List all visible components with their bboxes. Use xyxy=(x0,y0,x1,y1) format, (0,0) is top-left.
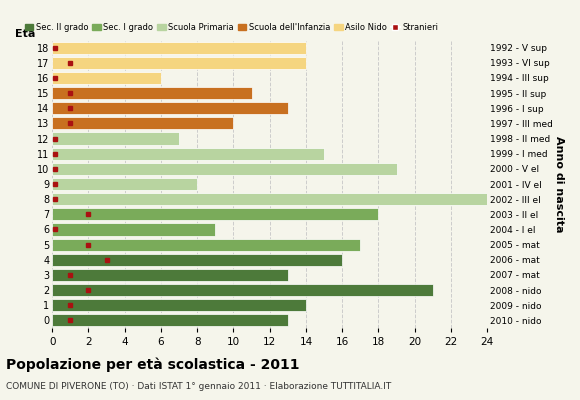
Text: Età: Età xyxy=(15,30,35,40)
Bar xyxy=(52,163,397,175)
Bar xyxy=(52,132,179,144)
Bar xyxy=(52,208,378,220)
Bar xyxy=(52,224,215,236)
Text: COMUNE DI PIVERONE (TO) · Dati ISTAT 1° gennaio 2011 · Elaborazione TUTTITALIA.I: COMUNE DI PIVERONE (TO) · Dati ISTAT 1° … xyxy=(6,382,391,391)
Bar xyxy=(52,284,433,296)
Text: Popolazione per età scolastica - 2011: Popolazione per età scolastica - 2011 xyxy=(6,358,299,372)
Legend: Sec. II grado, Sec. I grado, Scuola Primaria, Scuola dell'Infanzia, Asilo Nido, : Sec. II grado, Sec. I grado, Scuola Prim… xyxy=(21,20,441,35)
Bar xyxy=(52,193,487,205)
Bar xyxy=(52,314,288,326)
Bar xyxy=(52,254,342,266)
Bar xyxy=(52,269,288,281)
Y-axis label: Anno di nascita: Anno di nascita xyxy=(554,136,564,232)
Bar xyxy=(52,178,197,190)
Bar xyxy=(52,148,324,160)
Bar xyxy=(52,238,360,251)
Bar xyxy=(52,102,288,114)
Bar xyxy=(52,299,306,311)
Bar xyxy=(52,87,252,99)
Bar xyxy=(52,117,233,130)
Bar xyxy=(52,72,161,84)
Bar xyxy=(52,57,306,69)
Bar xyxy=(52,42,306,54)
